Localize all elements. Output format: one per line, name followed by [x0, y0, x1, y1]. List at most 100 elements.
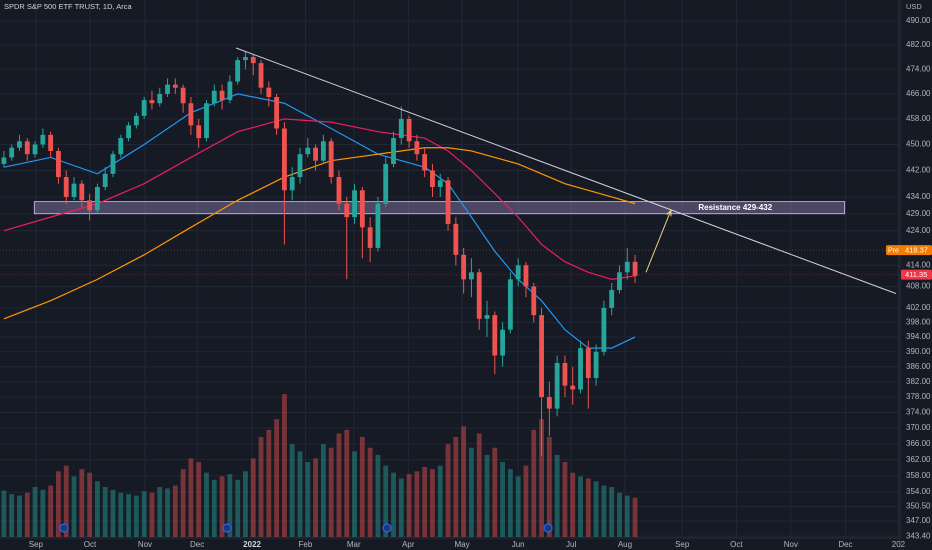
- volume-bar: [126, 494, 131, 537]
- candle-body: [211, 90, 217, 104]
- y-tick-label: 490.00: [906, 16, 931, 25]
- volume-bar: [414, 471, 420, 537]
- x-tick-label: May: [455, 540, 470, 549]
- candle-body: [359, 190, 365, 228]
- volume-bar: [219, 476, 225, 537]
- zones: Resistance 429-432: [33, 201, 846, 215]
- candle-body: [266, 87, 272, 97]
- x-tick-label: Sep: [29, 540, 44, 549]
- y-tick-label: 382.00: [906, 377, 931, 386]
- y-tick-label: 386.00: [906, 362, 931, 371]
- y-tick-label: 343.40: [906, 531, 931, 540]
- volume-bar: [430, 469, 435, 537]
- volume-bar: [624, 495, 630, 537]
- y-tick-label: 474.00: [906, 64, 931, 73]
- volume-bar: [484, 454, 490, 537]
- volume-bar: [266, 429, 272, 537]
- candle-body: [180, 87, 186, 104]
- candle-body: [375, 203, 381, 248]
- x-tick-label: 2022: [243, 540, 261, 549]
- volume-bar: [554, 454, 560, 537]
- y-tick-label: 347.00: [906, 516, 931, 525]
- volume-bar: [320, 444, 326, 537]
- candle-body: [235, 60, 241, 82]
- volume-bar: [539, 419, 544, 537]
- volume-bar: [617, 492, 622, 537]
- volume-bar: [406, 474, 412, 537]
- volume-bar: [593, 481, 599, 537]
- x-tick-label: Oct: [84, 540, 97, 549]
- premarket-tag: [886, 245, 932, 256]
- volume-bar: [507, 469, 513, 537]
- candle-body: [570, 385, 576, 390]
- volume-bar: [632, 497, 638, 537]
- y-tick-label: 378.00: [906, 392, 931, 401]
- volume-bar: [274, 419, 280, 537]
- event-icon[interactable]: [382, 523, 392, 533]
- volume-bar: [157, 487, 163, 537]
- arrow-head: [666, 209, 672, 217]
- candle-body: [585, 348, 591, 379]
- event-icon[interactable]: [543, 523, 553, 533]
- resistance-label: Resistance 429-432: [698, 203, 772, 212]
- candle-body: [313, 147, 318, 161]
- y-tick-label: 394.00: [906, 332, 931, 341]
- candle-body: [554, 362, 560, 409]
- candle-body: [63, 177, 69, 197]
- candle-body: [71, 183, 77, 197]
- volume-bar: [71, 476, 77, 537]
- candle-body: [141, 100, 147, 116]
- volume-bar: [172, 485, 178, 537]
- candle-body: [165, 84, 170, 94]
- volume-bar: [344, 429, 350, 537]
- volume-bar: [180, 469, 186, 537]
- volume-bar: [32, 487, 38, 537]
- volume-bar: [422, 467, 428, 537]
- volume-bar: [24, 492, 30, 537]
- candle-body: [523, 265, 529, 287]
- annotations: [0, 47, 900, 295]
- volume-bar: [211, 479, 217, 537]
- volume-bar: [492, 447, 498, 537]
- y-tick-label: 414.00: [906, 260, 931, 269]
- volume-bar: [328, 447, 334, 537]
- y-tick-label: 429.00: [906, 209, 931, 218]
- volume-pane: [1, 394, 638, 537]
- volume-bar: [469, 447, 474, 537]
- volume-bar: [79, 469, 85, 537]
- candle-body: [17, 141, 22, 148]
- candle-body: [328, 141, 334, 178]
- volume-bar: [546, 437, 552, 537]
- premarket-tag-label: Pre: [888, 247, 899, 254]
- candle-body: [422, 154, 428, 171]
- candle-body: [9, 147, 15, 158]
- volume-bar: [515, 476, 521, 537]
- volume-bar: [9, 494, 15, 537]
- event-icon[interactable]: [222, 523, 232, 533]
- candle-body: [110, 154, 116, 174]
- candle-body: [461, 254, 467, 280]
- volume-bar: [297, 451, 303, 537]
- candle-body: [305, 147, 311, 155]
- volume-bar: [585, 478, 591, 537]
- x-tick-label: Apr: [402, 540, 415, 549]
- event-icons: [59, 523, 553, 533]
- candle-body: [469, 272, 474, 280]
- volume-bar: [313, 458, 318, 537]
- volume-bar: [437, 465, 443, 537]
- candle-body: [274, 96, 280, 129]
- volume-bar: [367, 447, 373, 537]
- candle-body: [414, 141, 420, 155]
- volume-bar: [149, 492, 155, 537]
- candle-body: [126, 125, 131, 139]
- volume-bar: [243, 471, 248, 537]
- x-tick-label: Oct: [730, 540, 743, 549]
- event-icon[interactable]: [59, 523, 69, 533]
- y-tick-label: 424.00: [906, 226, 931, 235]
- y-tick-label: 458.00: [906, 114, 931, 123]
- candle-body: [383, 163, 389, 204]
- candle-body: [24, 141, 30, 155]
- currency-label: USD: [906, 2, 922, 11]
- candle-body: [476, 272, 482, 319]
- candle-body: [562, 362, 568, 386]
